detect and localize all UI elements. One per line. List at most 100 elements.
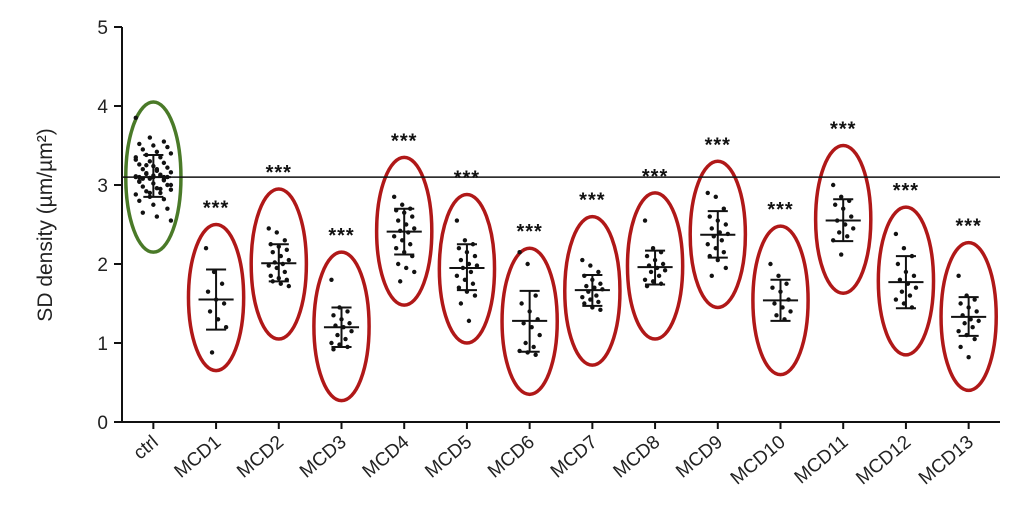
- data-point: [660, 261, 666, 267]
- data-point: [161, 197, 167, 202]
- data-point: [642, 277, 648, 282]
- data-point: [521, 321, 526, 326]
- data-point: [140, 210, 146, 215]
- data-point: [168, 182, 174, 188]
- data-point: [966, 355, 971, 360]
- data-point: [723, 265, 729, 271]
- data-point: [770, 285, 775, 290]
- data-point: [286, 283, 292, 289]
- data-point: [219, 281, 225, 286]
- data-point: [644, 253, 650, 259]
- data-point: [158, 172, 163, 177]
- data-point: [588, 263, 593, 268]
- data-point: [140, 184, 146, 189]
- data-point: [343, 336, 348, 342]
- data-point: [598, 281, 603, 286]
- axes: 0 1 2 3 4 5: [97, 18, 1000, 434]
- data-point: [958, 301, 963, 306]
- group-ellipse: [751, 224, 810, 377]
- significance-marker: ***: [454, 167, 480, 189]
- data-point: [472, 253, 478, 259]
- data-point: [349, 328, 354, 334]
- data-point: [774, 313, 779, 318]
- significance-marker: ***: [767, 199, 793, 221]
- data-point: [137, 178, 142, 184]
- data-point: [454, 273, 460, 279]
- data-point: [972, 297, 977, 302]
- data-point: [286, 257, 292, 263]
- x-tick-label: MCD1: [171, 432, 226, 483]
- data-point: [398, 279, 403, 284]
- group-ellipse: [186, 222, 246, 373]
- significance-marker: ***: [955, 216, 981, 238]
- data-point: [721, 206, 727, 211]
- data-point: [456, 285, 462, 290]
- data-point: [723, 222, 729, 227]
- data-point: [839, 194, 844, 200]
- data-point: [284, 247, 290, 252]
- data-point: [278, 281, 283, 286]
- data-point: [705, 190, 710, 196]
- data-point: [962, 321, 967, 326]
- y-axis-title: SD density (µm/µm²): [34, 128, 57, 321]
- group-ellipse: [249, 187, 309, 341]
- data-point: [719, 238, 724, 243]
- data-point: [412, 269, 417, 275]
- y-tick-label: 0: [97, 413, 108, 434]
- data-point: [580, 257, 585, 263]
- data-point: [140, 147, 146, 152]
- data-point: [144, 170, 149, 176]
- data-point: [642, 218, 648, 223]
- x-tick-label: ctrl: [130, 432, 163, 464]
- data-point: [709, 273, 714, 279]
- data-point: [893, 297, 899, 302]
- data-point: [784, 281, 789, 286]
- data-point: [707, 214, 712, 219]
- group-ellipse: [563, 214, 622, 367]
- data-point: [147, 159, 153, 164]
- x-tick-label: MCD13: [915, 432, 978, 489]
- y-tick-label: 4: [97, 97, 108, 118]
- data-point: [713, 194, 718, 200]
- data-point: [168, 218, 174, 223]
- data-point: [395, 218, 401, 223]
- x-tick-label: MCD9: [672, 432, 727, 483]
- data-point: [137, 162, 142, 167]
- data-point: [454, 218, 460, 223]
- significance-marker: ***: [579, 190, 605, 212]
- x-tick-label: MCD8: [610, 432, 665, 483]
- data-point: [788, 309, 793, 314]
- data-point: [168, 170, 174, 175]
- data-point: [158, 155, 163, 160]
- data-point: [154, 149, 160, 155]
- data-point: [393, 246, 399, 251]
- data-point: [456, 246, 462, 251]
- significance-marker: ***: [391, 130, 417, 152]
- data-point: [958, 344, 963, 350]
- data-point: [268, 273, 273, 279]
- x-tick-label: MCD7: [547, 432, 602, 483]
- data-point: [209, 350, 215, 355]
- data-point: [976, 318, 981, 324]
- data-point: [137, 141, 142, 147]
- data-point: [458, 257, 464, 263]
- data-point: [650, 246, 656, 251]
- data-point: [519, 301, 524, 306]
- data-point: [404, 265, 409, 271]
- data-point: [525, 261, 530, 267]
- data-point: [335, 332, 340, 338]
- data-point: [537, 332, 542, 338]
- mean-sd-bars: [135, 153, 987, 353]
- data-point: [158, 190, 163, 196]
- data-point: [851, 226, 856, 231]
- data-point: [832, 202, 838, 207]
- data-point: [776, 273, 781, 279]
- group-ellipse: [312, 250, 371, 403]
- data-point: [768, 261, 773, 267]
- data-point: [715, 257, 720, 263]
- data-point: [133, 192, 138, 197]
- data-point: [221, 301, 227, 306]
- data-point: [165, 144, 170, 150]
- significance-marker: ***: [328, 225, 354, 247]
